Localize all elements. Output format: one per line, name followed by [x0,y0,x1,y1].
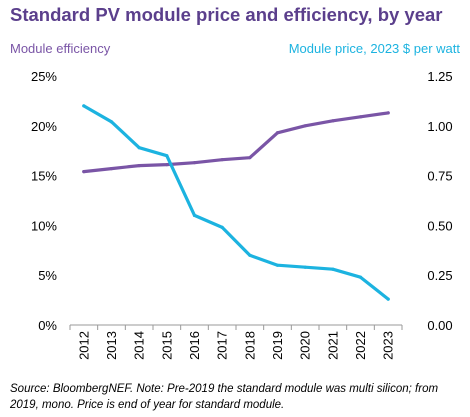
efficiency-point [109,167,114,171]
efficiency-point [303,124,307,128]
left-tick-label: 5% [38,268,57,283]
x-tick-label: 2022 [353,331,368,360]
x-tick-label: 2020 [298,331,313,360]
left-tick-label: 0% [38,318,57,333]
chart-title: Standard PV module price and efficiency,… [10,4,443,25]
efficiency-point [275,131,280,135]
x-tick-label: 2017 [215,331,230,360]
price-point [358,275,363,279]
price-point [82,104,86,108]
price-point [303,265,307,269]
x-tick-label: 2013 [104,331,119,360]
right-tick-label: 1.25 [427,69,452,84]
right-axis-title: Module price, 2023 $ per watt [288,41,460,56]
x-tick-label: 2023 [381,331,396,360]
right-tick-label: 1.00 [427,119,452,134]
price-point [165,154,169,158]
x-tick-label: 2012 [76,331,91,360]
right-tick-label: 0.50 [427,218,452,233]
left-tick-label: 25% [31,69,57,84]
left-axis-title: Module efficiency [10,41,111,56]
price-line [82,104,390,301]
price-point [192,213,197,218]
x-tick-label: 2015 [159,331,174,360]
x-tick-label: 2014 [132,331,147,360]
efficiency-point [165,163,169,167]
efficiency-point [331,119,335,123]
left-tick-label: 20% [31,119,57,134]
price-point [220,225,224,229]
efficiency-point [358,115,363,119]
price-point [386,297,390,301]
efficiency-line [82,111,390,174]
efficiency-point [248,156,252,160]
x-tick-label: 2016 [187,331,202,360]
right-tick-label: 0.75 [427,169,452,184]
efficiency-point [137,164,141,168]
x-tick-label: 2021 [325,331,340,360]
left-tick-label: 15% [31,169,57,184]
price-point [331,267,335,271]
right-tick-label: 0.25 [427,268,452,283]
efficiency-point [192,161,197,165]
chart-plot: 2012 2013 2014 2015 2016 2017 2018 2019 2020 2021… [31,69,453,360]
x-tick-label: 2019 [270,331,285,360]
efficiency-point [82,170,86,174]
left-tick-label: 10% [31,218,57,233]
price-point [137,146,141,150]
source-note: Source: BloombergNEF. Note: Pre-2019 the… [10,383,439,411]
efficiency-point [220,158,224,162]
price-point [275,263,280,267]
right-tick-label: 0.00 [427,318,452,333]
price-point [109,120,114,124]
price-point [248,253,252,257]
x-tick-label: 2018 [242,331,257,360]
efficiency-point [386,111,390,115]
